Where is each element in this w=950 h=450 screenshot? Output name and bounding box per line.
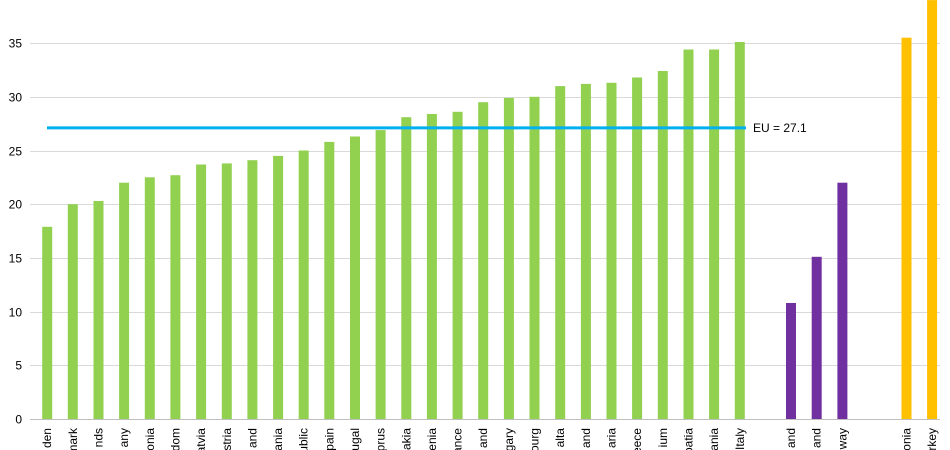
x-tick-label: onia [143,428,157,450]
x-tick-label: gary [502,428,516,450]
x-tick-label: nds [92,428,106,447]
x-tick-label: alta [553,428,567,448]
x-tick-label: ium [656,428,670,447]
bar [42,226,53,419]
x-tick-label: rkey [925,428,939,450]
x-tick-label: and [245,428,259,448]
y-tick-label: 0 [15,413,22,427]
x-tick-label: ourg [528,428,542,450]
bar [350,136,360,419]
x-tick-label: ance [451,428,465,450]
bar [119,182,130,419]
x-tick-label: any [117,428,131,447]
bar [144,177,155,419]
bar [170,175,181,419]
y-tick-label: 20 [9,198,23,212]
x-tick-label: and [784,428,798,448]
bars [42,0,938,420]
reference-line-group: EU = 27.1 [47,121,807,135]
bar [811,256,822,419]
x-tick-label: ania [271,428,285,450]
bar [324,141,335,419]
bar [221,163,232,419]
x-tick-label: ugal [348,428,362,450]
bar [901,37,912,419]
x-tick-label: stria [220,428,234,450]
y-tick-label: 30 [9,91,23,105]
eu-average-label: EU = 27.1 [753,121,807,135]
y-tick-label: 10 [9,306,23,320]
bar [401,117,412,419]
bar [529,96,540,420]
bar [503,97,514,420]
x-tick-label: Italy [733,428,747,450]
x-tick-label: atvia [194,428,208,450]
bar [93,201,104,419]
x-tick-label: onia [900,428,914,450]
x-tick-label: and [579,428,593,448]
bar [375,130,386,419]
x-tick-label: aria [605,428,619,448]
y-tick-label: 5 [15,359,22,373]
x-tick-label: prus [374,428,388,450]
x-tick-label: and [476,428,490,448]
x-tick-label: den [40,428,54,448]
y-tick-label: 25 [9,145,23,159]
x-tick-label: and [810,428,824,448]
x-tick-label: mark [66,427,80,450]
bar [927,0,938,419]
bar [196,164,207,419]
bar [298,150,309,419]
bar [580,83,591,420]
x-tick-label: eece [630,428,644,450]
bar [837,182,848,419]
bar [786,303,796,419]
x-tick-label: enia [425,428,439,450]
bar [606,82,617,420]
bar [426,114,437,419]
y-tick-label: 15 [9,252,23,266]
y-axis-ticks: 0 5 10 15 20 25 30 35 [9,37,23,427]
bar [555,86,566,419]
x-tick-label: oatia [682,428,696,450]
x-tick-label: way [835,428,849,450]
x-tick-label: ublic [297,428,311,450]
bar [734,42,745,419]
x-tick-label: akia [399,428,413,450]
bar [709,49,720,419]
x-axis-labels: den mark nds any onia dom atvia stria and ania ubl… [40,427,939,450]
bar [478,102,489,419]
bar [247,160,258,419]
bar [452,111,463,420]
bar [683,49,694,419]
x-tick-label: ania [707,428,721,450]
x-tick-label: pain [322,428,336,450]
bar [273,155,284,419]
x-tick-label: dom [168,428,182,450]
y-tick-label: 35 [9,37,23,51]
bar [657,71,668,419]
bar [67,204,78,419]
bar [632,77,643,419]
